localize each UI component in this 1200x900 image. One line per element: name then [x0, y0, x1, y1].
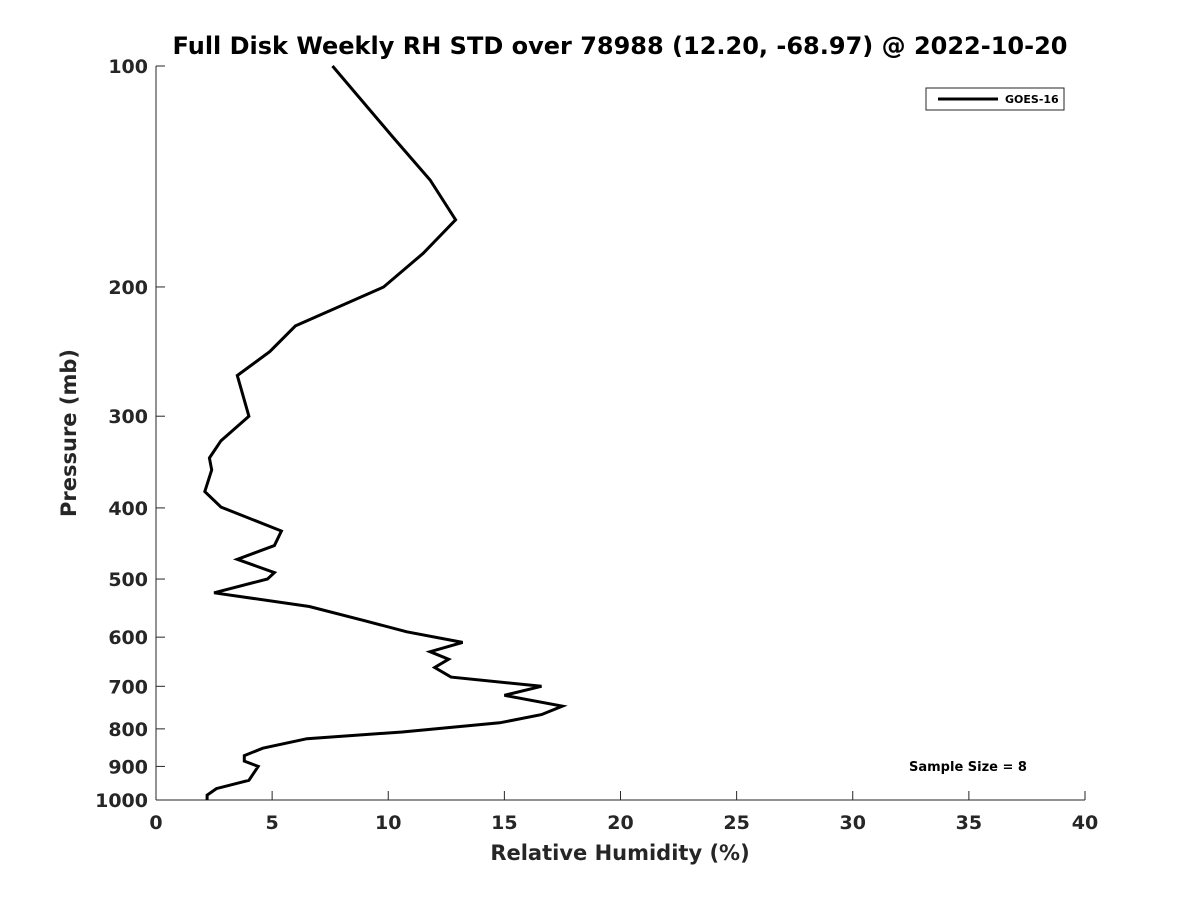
sample-size-annotation: Sample Size = 8	[909, 760, 1027, 775]
y-tick-label: 800	[108, 719, 148, 741]
series-layer	[203, 65, 568, 800]
y-axis-label: Pressure (mb)	[57, 349, 81, 517]
x-axis: 0 5 10 15 20 25 30 35 40	[149, 791, 1098, 834]
x-tick-label: 10	[375, 812, 401, 834]
y-tick-label: 400	[108, 498, 148, 520]
y-axis: 100 200 300 400 500 600 700 800 900 1000	[95, 56, 165, 812]
legend-entry: GOES-16	[1005, 93, 1059, 106]
legend: GOES-16	[925, 87, 1065, 111]
series-line-goes-16	[203, 65, 568, 800]
x-tick-label: 5	[266, 812, 279, 834]
y-tick-label: 600	[108, 627, 148, 649]
x-tick-label: 25	[723, 812, 749, 834]
x-tick-label: 35	[956, 812, 982, 834]
y-tick-label: 500	[108, 569, 148, 591]
plot-area	[156, 66, 1085, 800]
x-tick-label: 40	[1072, 812, 1098, 834]
x-tick-label: 0	[149, 812, 162, 834]
x-axis-label: Relative Humidity (%)	[490, 841, 749, 865]
x-tick-label: 30	[840, 812, 866, 834]
y-tick-label: 200	[108, 277, 148, 299]
y-tick-label: 700	[108, 676, 148, 698]
chart-title: Full Disk Weekly RH STD over 78988 (12.2…	[173, 32, 1068, 60]
y-tick-label: 1000	[95, 790, 148, 812]
y-tick-label: 900	[108, 756, 148, 778]
y-tick-label: 100	[108, 56, 148, 78]
y-tick-label: 300	[108, 406, 148, 428]
x-tick-label: 15	[491, 812, 517, 834]
x-tick-label: 20	[607, 812, 633, 834]
